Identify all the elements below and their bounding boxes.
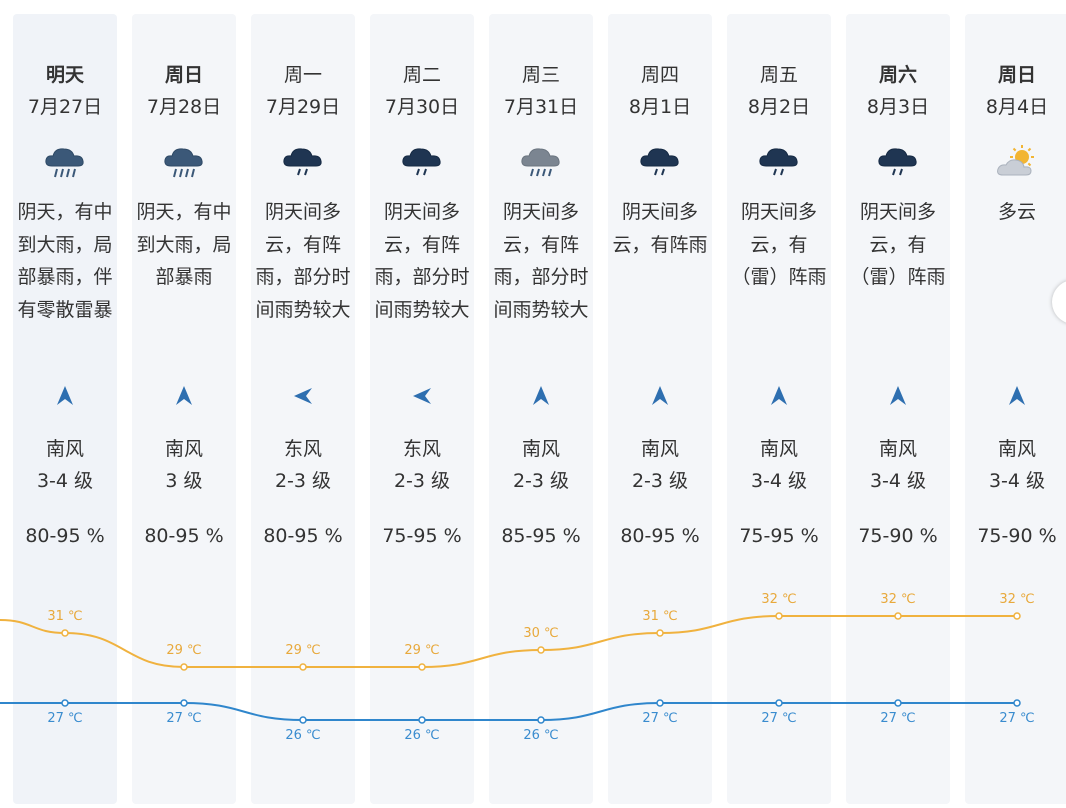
wind-level: 3-4 级 — [869, 470, 927, 492]
day-label: 周日 — [997, 64, 1036, 86]
day-label: 周二 — [402, 64, 441, 86]
wind-direction: 南风 — [878, 438, 917, 460]
weather-description: 阴天间多云，有（雷）阵雨 — [850, 201, 946, 288]
day-label: 周三 — [521, 64, 560, 86]
weather-description: 阴天间多云，有阵雨，部分时间雨势较大 — [255, 201, 351, 321]
wind-direction: 南风 — [640, 438, 679, 460]
date-label: 8月3日 — [866, 96, 930, 118]
weather-description: 阴天间多云，有阵雨，部分时间雨势较大 — [374, 201, 470, 321]
forecast-day-column[interactable]: 明天 7月27日 阴天，有中到大雨，局部暴雨，伴有零散雷暴 南风 3-4 级 8… — [13, 14, 117, 804]
rain-shower-icon — [400, 144, 444, 180]
wind-level: 3-4 级 — [750, 470, 808, 492]
forecast-day-column[interactable]: 周五 8月2日 阴天间多云，有（雷）阵雨 南风 3-4 级 75-95 % — [727, 14, 831, 804]
partly-cloudy-icon — [995, 144, 1039, 180]
humidity-range: 85-95 % — [501, 525, 581, 547]
wind-level: 2-3 级 — [512, 470, 570, 492]
wind-direction: 南风 — [759, 438, 798, 460]
rain-heavy-icon — [43, 144, 87, 180]
rain-shower-icon — [281, 144, 325, 180]
wind-level: 2-3 级 — [631, 470, 689, 492]
date-label: 7月29日 — [265, 96, 341, 118]
weather-description: 阴天间多云，有阵雨，部分时间雨势较大 — [493, 201, 589, 321]
arrow-west-icon — [410, 384, 434, 408]
humidity-range: 80-95 % — [263, 525, 343, 547]
humidity-range: 80-95 % — [144, 525, 224, 547]
forecast-day-column[interactable]: 周六 8月3日 阴天间多云，有（雷）阵雨 南风 3-4 级 75-90 % — [846, 14, 950, 804]
rain-shower-icon — [757, 144, 801, 180]
wind-level: 2-3 级 — [393, 470, 451, 492]
weather-description: 阴天间多云，有阵雨 — [612, 201, 708, 256]
forecast-day-column[interactable]: 周日 7月28日 阴天，有中到大雨，局部暴雨 南风 3 级 80-95 % — [132, 14, 236, 804]
arrow-north-icon — [529, 384, 553, 408]
forecast-day-column[interactable]: 周日 8月4日 多云 南风 3-4 级 75-90 % — [965, 14, 1066, 804]
forecast-day-column[interactable]: 周二 7月30日 阴天间多云，有阵雨，部分时间雨势较大 东风 2-3 级 75-… — [370, 14, 474, 804]
humidity-range: 80-95 % — [620, 525, 700, 547]
weather-description: 阴天，有中到大雨，局部暴雨，伴有零散雷暴 — [17, 201, 113, 321]
wind-level: 3 级 — [165, 470, 203, 492]
day-label: 周一 — [283, 64, 322, 86]
rain-gray-icon — [519, 144, 563, 180]
date-label: 7月30日 — [384, 96, 460, 118]
arrow-north-icon — [648, 384, 672, 408]
arrow-west-icon — [291, 384, 315, 408]
arrow-north-icon — [767, 384, 791, 408]
weather-description: 阴天，有中到大雨，局部暴雨 — [136, 201, 232, 288]
wind-direction: 南风 — [164, 438, 203, 460]
day-label: 明天 — [45, 64, 84, 86]
wind-level: 2-3 级 — [274, 470, 332, 492]
wind-direction: 南风 — [45, 438, 84, 460]
humidity-range: 75-90 % — [858, 525, 938, 547]
humidity-range: 75-95 % — [739, 525, 819, 547]
wind-level: 3-4 级 — [988, 470, 1046, 492]
arrow-north-icon — [1005, 384, 1029, 408]
rain-heavy-icon — [162, 144, 206, 180]
humidity-range: 80-95 % — [25, 525, 105, 547]
rain-shower-icon — [638, 144, 682, 180]
wind-level: 3-4 级 — [36, 470, 94, 492]
date-label: 8月4日 — [985, 96, 1049, 118]
day-label: 周日 — [164, 64, 203, 86]
wind-direction: 东风 — [283, 438, 322, 460]
wind-direction: 南风 — [521, 438, 560, 460]
rain-shower-icon — [876, 144, 920, 180]
scroll-right-handle-icon[interactable] — [1052, 280, 1066, 324]
day-label: 周六 — [878, 64, 917, 86]
day-label: 周四 — [640, 64, 679, 86]
date-label: 7月28日 — [146, 96, 222, 118]
forecast-day-column[interactable]: 周三 7月31日 阴天间多云，有阵雨，部分时间雨势较大 南风 2-3 级 85-… — [489, 14, 593, 804]
humidity-range: 75-95 % — [382, 525, 462, 547]
wind-direction: 南风 — [997, 438, 1036, 460]
date-label: 8月1日 — [628, 96, 692, 118]
arrow-north-icon — [172, 384, 196, 408]
date-label: 7月27日 — [27, 96, 103, 118]
humidity-range: 75-90 % — [977, 525, 1057, 547]
date-label: 7月31日 — [503, 96, 579, 118]
arrow-north-icon — [53, 384, 77, 408]
forecast-day-column[interactable]: 周四 8月1日 阴天间多云，有阵雨 南风 2-3 级 80-95 % — [608, 14, 712, 804]
forecast-day-column[interactable]: 周一 7月29日 阴天间多云，有阵雨，部分时间雨势较大 东风 2-3 级 80-… — [251, 14, 355, 804]
date-label: 8月2日 — [747, 96, 811, 118]
wind-direction: 东风 — [402, 438, 441, 460]
weather-description: 多云 — [997, 201, 1036, 223]
day-label: 周五 — [759, 64, 798, 86]
weather-description: 阴天间多云，有（雷）阵雨 — [731, 201, 827, 288]
arrow-north-icon — [886, 384, 910, 408]
